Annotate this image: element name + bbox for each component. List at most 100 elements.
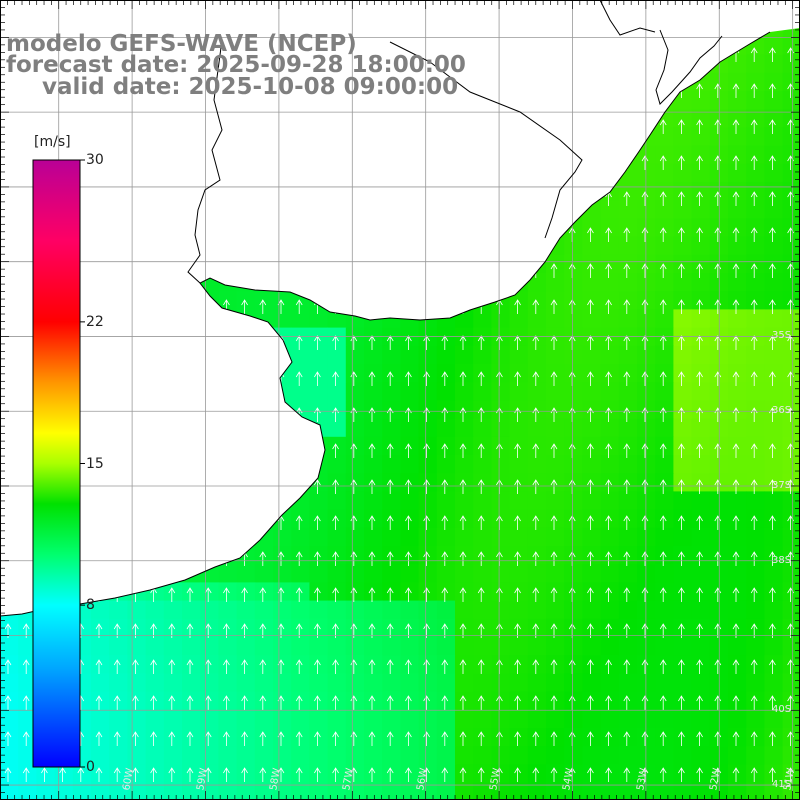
wind-cell bbox=[673, 709, 693, 729]
wind-cell bbox=[691, 309, 711, 329]
wind-cell bbox=[218, 691, 238, 711]
wind-arrow bbox=[750, 443, 758, 458]
wind-cell bbox=[782, 491, 800, 511]
wind-cell bbox=[364, 655, 383, 674]
wind-cell bbox=[618, 418, 638, 438]
wind-cell bbox=[473, 546, 492, 565]
wind-cell bbox=[618, 491, 638, 511]
wind-cell bbox=[163, 582, 183, 602]
wind-cell bbox=[655, 364, 674, 383]
wind-cell bbox=[455, 364, 474, 383]
wind-cell bbox=[436, 418, 456, 438]
wind-arrow bbox=[204, 695, 212, 710]
wind-cell bbox=[291, 709, 310, 729]
wind-cell bbox=[582, 418, 602, 438]
wind-arrow bbox=[550, 731, 558, 746]
wind-cell bbox=[564, 746, 583, 765]
wind-cell bbox=[673, 600, 693, 620]
wind-arrow bbox=[641, 191, 649, 206]
wind-arrow bbox=[132, 767, 139, 782]
wind-cell bbox=[236, 691, 256, 711]
wind-cell bbox=[673, 163, 693, 183]
wind-arrow bbox=[532, 335, 540, 350]
wind-cell bbox=[400, 582, 420, 602]
wind-cell bbox=[200, 673, 219, 693]
wind-cell bbox=[564, 637, 583, 656]
wind-arrow bbox=[750, 47, 758, 62]
wind-arrow bbox=[386, 767, 394, 782]
wind-arrow bbox=[477, 695, 485, 710]
wind-cell bbox=[673, 218, 693, 238]
wind-arrow bbox=[386, 335, 394, 350]
wind-cell bbox=[491, 746, 511, 765]
wind-cell bbox=[291, 327, 310, 347]
wind-arrow bbox=[405, 587, 412, 602]
wind-cell bbox=[145, 728, 165, 747]
wind-cell bbox=[728, 455, 747, 474]
wind-cell bbox=[600, 273, 620, 292]
wind-cell bbox=[382, 546, 401, 565]
wind-cell bbox=[455, 618, 474, 638]
wind-cell bbox=[345, 345, 365, 365]
wind-cell bbox=[127, 691, 147, 711]
wind-cell bbox=[291, 600, 310, 620]
wind-arrow bbox=[659, 551, 667, 566]
wind-arrow bbox=[641, 695, 649, 710]
wind-cell bbox=[746, 327, 765, 347]
wind-cell bbox=[309, 345, 329, 365]
wind-arrow bbox=[623, 551, 631, 566]
wind-cell bbox=[236, 291, 256, 310]
wind-cell bbox=[163, 691, 183, 711]
wind-cell bbox=[218, 764, 238, 784]
wind-arrow bbox=[769, 299, 776, 314]
wind-cell bbox=[455, 637, 474, 656]
wind-cell bbox=[546, 582, 565, 602]
wind-cell bbox=[782, 728, 800, 747]
wind-cell bbox=[746, 127, 765, 147]
wind-arrow bbox=[22, 731, 30, 746]
wind-cell bbox=[163, 655, 183, 674]
wind-cell bbox=[382, 709, 401, 729]
wind-arrow bbox=[332, 731, 339, 746]
wind-arrow bbox=[95, 767, 103, 782]
wind-cell bbox=[673, 782, 693, 800]
wind-cell bbox=[527, 655, 547, 674]
wind-arrow bbox=[113, 731, 121, 746]
wind-arrow bbox=[623, 479, 631, 494]
wind-cell bbox=[182, 600, 201, 620]
wind-arrow bbox=[750, 479, 758, 494]
wind-cell bbox=[782, 691, 800, 711]
wind-cell bbox=[782, 254, 800, 274]
wind-cell bbox=[145, 637, 165, 656]
wind-cell bbox=[418, 364, 438, 383]
wind-arrow bbox=[769, 155, 776, 170]
wind-arrow bbox=[605, 587, 612, 602]
wind-arrow bbox=[350, 443, 358, 458]
wind-cell bbox=[509, 564, 529, 583]
wind-arrow bbox=[295, 299, 303, 314]
wind-cell bbox=[273, 691, 292, 711]
wind-cell bbox=[0, 655, 19, 674]
wind-cell bbox=[291, 691, 310, 711]
wind-cell bbox=[582, 546, 602, 565]
wind-cell bbox=[764, 673, 784, 693]
colorbar-tick-label: 15 bbox=[86, 455, 104, 472]
wind-arrow bbox=[532, 587, 540, 602]
wind-cell bbox=[345, 418, 365, 438]
wind-cell bbox=[564, 291, 583, 310]
wind-cell bbox=[746, 218, 765, 238]
wind-cell bbox=[509, 673, 529, 693]
wind-cell bbox=[18, 637, 37, 656]
wind-arrow bbox=[477, 767, 485, 782]
wind-cell bbox=[400, 746, 420, 765]
wind-cell bbox=[236, 746, 256, 765]
wind-cell bbox=[145, 618, 165, 638]
wind-cell bbox=[436, 327, 456, 347]
wind-cell bbox=[345, 364, 365, 383]
wind-arrow bbox=[423, 515, 430, 530]
wind-cell bbox=[600, 200, 620, 219]
wind-cell bbox=[600, 764, 620, 784]
wind-cell bbox=[673, 691, 693, 711]
wind-cell bbox=[455, 564, 474, 583]
wind-cell bbox=[673, 728, 693, 747]
